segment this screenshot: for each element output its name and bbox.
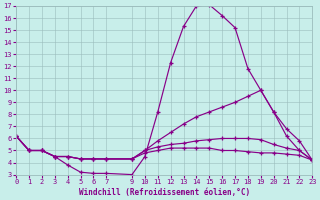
X-axis label: Windchill (Refroidissement éolien,°C): Windchill (Refroidissement éolien,°C): [79, 188, 250, 197]
